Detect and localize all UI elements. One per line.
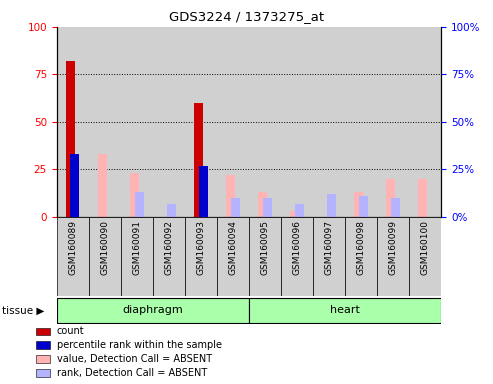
Bar <box>359 196 368 217</box>
Bar <box>249 298 441 323</box>
Bar <box>354 192 363 217</box>
Bar <box>194 103 203 217</box>
Text: GSM160093: GSM160093 <box>196 220 206 275</box>
Bar <box>226 175 235 217</box>
Bar <box>89 217 121 296</box>
Bar <box>387 179 395 217</box>
Bar <box>231 198 240 217</box>
Bar <box>130 173 139 217</box>
Text: GSM160100: GSM160100 <box>421 220 430 275</box>
Text: GSM160096: GSM160096 <box>292 220 302 275</box>
Bar <box>345 217 377 296</box>
Bar <box>66 61 75 217</box>
Text: heart: heart <box>330 305 360 316</box>
Bar <box>249 217 281 296</box>
Bar <box>153 27 185 217</box>
Text: GDS3224 / 1373275_at: GDS3224 / 1373275_at <box>169 10 324 23</box>
Text: GSM160094: GSM160094 <box>228 220 238 275</box>
Bar <box>377 217 409 296</box>
Bar <box>167 204 176 217</box>
Bar <box>36 328 50 335</box>
Bar <box>36 355 50 363</box>
Bar <box>281 217 313 296</box>
Text: GSM160097: GSM160097 <box>324 220 334 275</box>
Bar <box>313 217 345 296</box>
Text: GSM160099: GSM160099 <box>388 220 398 275</box>
Bar <box>295 204 304 217</box>
Bar <box>121 217 153 296</box>
Bar <box>313 27 345 217</box>
Text: count: count <box>57 326 84 336</box>
Bar <box>153 217 185 296</box>
Bar <box>377 27 409 217</box>
Bar <box>409 217 441 296</box>
Bar <box>185 27 217 217</box>
Text: percentile rank within the sample: percentile rank within the sample <box>57 340 221 350</box>
Text: GSM160098: GSM160098 <box>356 220 366 275</box>
Bar <box>327 194 336 217</box>
Bar <box>258 192 267 217</box>
Text: GSM160089: GSM160089 <box>68 220 77 275</box>
Bar <box>89 27 121 217</box>
Bar <box>36 341 50 349</box>
Bar <box>290 211 299 217</box>
Text: GSM160092: GSM160092 <box>164 220 174 275</box>
Bar <box>98 154 107 217</box>
Bar <box>345 27 377 217</box>
Bar <box>217 27 249 217</box>
Bar <box>391 198 400 217</box>
Bar <box>249 27 281 217</box>
Text: rank, Detection Call = ABSENT: rank, Detection Call = ABSENT <box>57 368 207 378</box>
Bar <box>36 369 50 377</box>
Text: GSM160090: GSM160090 <box>100 220 109 275</box>
Bar <box>57 298 249 323</box>
Bar <box>263 198 272 217</box>
Bar <box>185 217 217 296</box>
Bar <box>121 27 153 217</box>
Text: GSM160091: GSM160091 <box>132 220 141 275</box>
Text: tissue ▶: tissue ▶ <box>2 305 45 316</box>
Text: diaphragm: diaphragm <box>122 305 183 316</box>
Bar <box>217 217 249 296</box>
Bar <box>199 166 208 217</box>
Bar <box>57 217 89 296</box>
Bar <box>419 179 427 217</box>
Bar <box>409 27 441 217</box>
Bar <box>57 27 89 217</box>
Bar <box>70 154 79 217</box>
Bar <box>135 192 143 217</box>
Text: GSM160095: GSM160095 <box>260 220 270 275</box>
Bar <box>281 27 313 217</box>
Text: value, Detection Call = ABSENT: value, Detection Call = ABSENT <box>57 354 211 364</box>
